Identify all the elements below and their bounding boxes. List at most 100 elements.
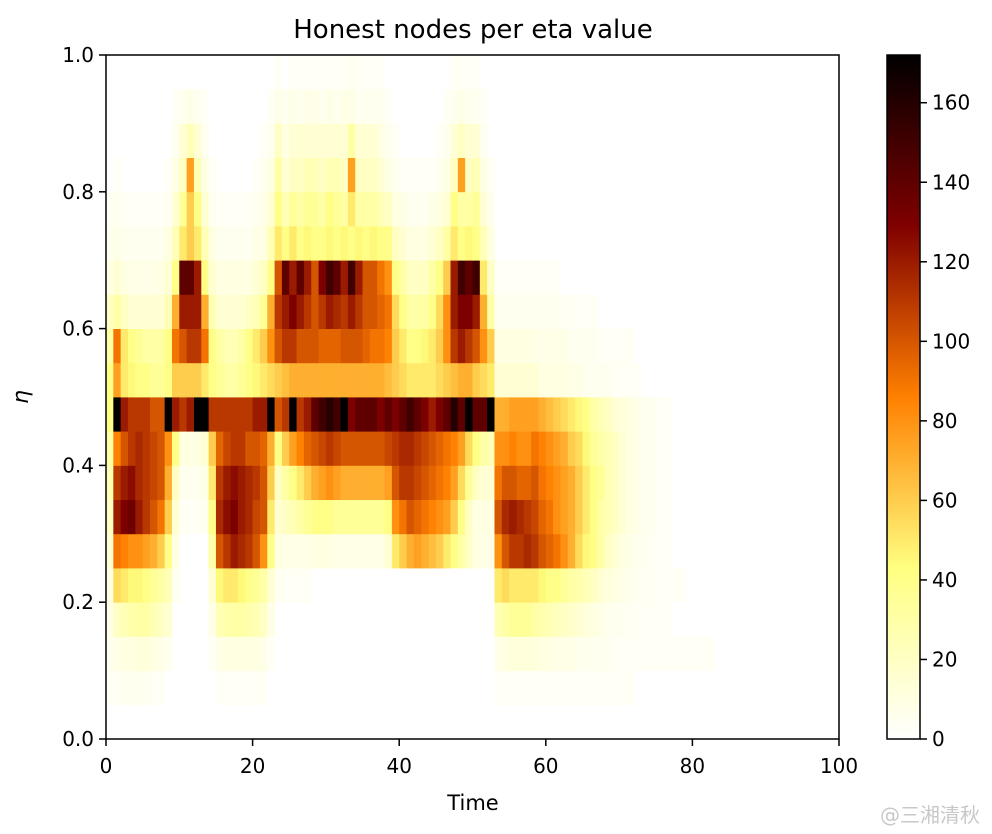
heatmap-cell — [589, 568, 598, 603]
heatmap-cell — [127, 191, 136, 227]
heatmap-cell — [655, 499, 664, 535]
y-tick-label: 0.8 — [62, 180, 94, 204]
heatmap-cell — [369, 226, 378, 261]
heatmap-cell — [450, 431, 459, 466]
heatmap-cell — [179, 328, 188, 364]
heatmap-cell — [149, 328, 158, 364]
heatmap-cell — [267, 465, 275, 500]
heatmap-cell — [303, 499, 312, 535]
heatmap-cell — [663, 568, 671, 603]
heatmap-cell — [223, 636, 232, 671]
heatmap-cell — [281, 191, 290, 227]
heatmap-cell — [516, 260, 525, 295]
heatmap-cell — [655, 636, 664, 671]
heatmap-cell — [223, 431, 232, 466]
heatmap-cell — [611, 568, 620, 603]
heatmap-cell — [179, 89, 188, 124]
heatmap-cell — [604, 670, 613, 706]
heatmap-cell — [186, 499, 195, 535]
heatmap-cell — [501, 670, 510, 706]
heatmap-cell — [355, 191, 363, 227]
heatmap-cell — [472, 123, 481, 158]
heatmap-cell — [245, 328, 253, 364]
heatmap-cell — [303, 123, 312, 158]
heatmap-cell — [135, 260, 144, 295]
heatmap-cell — [149, 260, 158, 295]
heatmap-cell — [347, 191, 356, 227]
heatmap-cell — [369, 294, 378, 329]
heatmap-cell — [333, 431, 341, 466]
heatmap-cell — [333, 533, 341, 569]
heatmap-cell — [648, 602, 657, 637]
heatmap-cell — [201, 260, 210, 295]
heatmap-cell — [340, 397, 349, 432]
heatmap-cell — [589, 499, 598, 535]
heatmap-cell — [472, 499, 481, 535]
heatmap-cell — [237, 226, 246, 261]
heatmap-cell — [215, 533, 224, 569]
heatmap-cell — [487, 294, 495, 329]
heatmap-cell — [325, 226, 334, 261]
heatmap-cell — [465, 260, 473, 295]
heatmap-cell — [487, 226, 495, 261]
heatmap-cell — [443, 465, 451, 500]
heatmap-cell — [538, 260, 547, 295]
heatmap-cell — [340, 294, 349, 329]
heatmap-cell — [164, 362, 173, 398]
heatmap-cell — [303, 260, 312, 295]
heatmap-cell — [641, 431, 649, 466]
heatmap-cell — [597, 568, 605, 603]
heatmap-cell — [369, 533, 378, 569]
heatmap-cell — [296, 533, 305, 569]
heatmap-cell — [494, 397, 503, 432]
heatmap-cell — [274, 55, 283, 90]
heatmap-cell — [311, 157, 319, 193]
heatmap-cell — [127, 533, 136, 569]
heatmap-cell — [355, 328, 363, 364]
heatmap-cell — [340, 533, 349, 569]
heatmap-cell — [127, 397, 136, 432]
heatmap-cell — [406, 328, 415, 364]
heatmap-cell — [157, 636, 166, 671]
heatmap-cell — [538, 465, 547, 500]
heatmap-cell — [347, 397, 356, 432]
heatmap-cell — [135, 533, 144, 569]
heatmap-cell — [589, 670, 598, 706]
heatmap-cell — [619, 499, 627, 535]
heatmap-cell — [296, 157, 305, 193]
heatmap-cell — [355, 533, 363, 569]
heatmap-cell — [413, 191, 422, 227]
heatmap-cell — [575, 431, 583, 466]
heatmap-cell — [318, 328, 327, 364]
heatmap-cell — [120, 431, 129, 466]
heatmap-cell — [296, 55, 305, 90]
heatmap-cell — [340, 226, 349, 261]
heatmap-cell — [509, 533, 517, 569]
heatmap-cell — [274, 465, 283, 500]
heatmap-cell — [333, 397, 341, 432]
heatmap-cell — [399, 226, 407, 261]
heatmap-cells — [106, 55, 715, 706]
heatmap-cell — [450, 260, 459, 295]
heatmap-cell — [149, 465, 158, 500]
heatmap-cell — [369, 328, 378, 364]
heatmap-cell — [435, 226, 444, 261]
heatmap-cell — [545, 328, 554, 364]
heatmap-cell — [245, 260, 253, 295]
heatmap-cell — [164, 226, 173, 261]
heatmap-cell — [575, 294, 583, 329]
heatmap-cell — [113, 602, 122, 637]
heatmap-cell — [281, 465, 290, 500]
heatmap-cell — [274, 226, 283, 261]
heatmap-cell — [589, 397, 598, 432]
heatmap-cell — [223, 362, 232, 398]
heatmap-cell — [443, 260, 451, 295]
heatmap-cell — [355, 362, 363, 398]
heatmap-cell — [472, 157, 481, 193]
heatmap-cell — [157, 260, 166, 295]
heatmap-cell — [340, 499, 349, 535]
heatmap-cell — [391, 362, 400, 398]
heatmap-cell — [230, 226, 239, 261]
heatmap-cell — [106, 602, 114, 637]
heatmap-cell — [120, 602, 129, 637]
